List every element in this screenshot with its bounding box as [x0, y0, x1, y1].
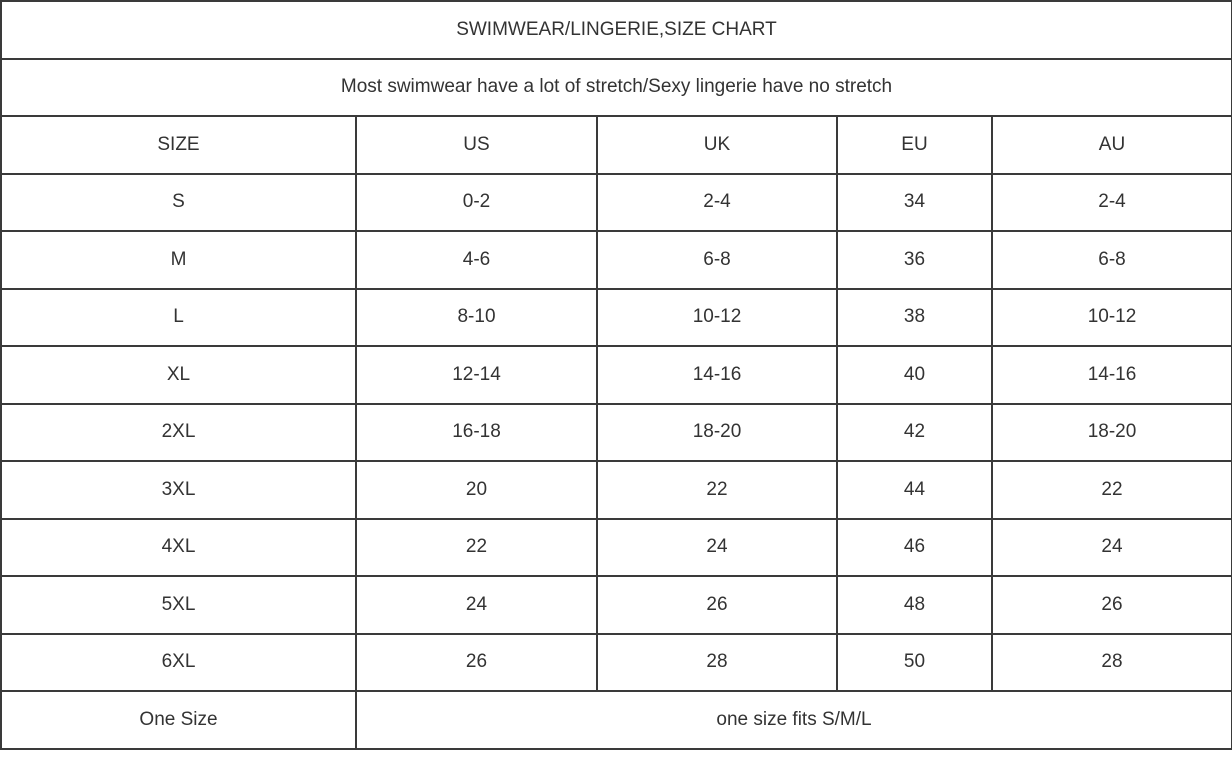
table-row: XL 12-14 14-16 40 14-16	[0, 345, 1232, 405]
cell-uk: 26	[596, 575, 838, 635]
cell-us: 4-6	[355, 230, 598, 290]
one-size-label: One Size	[0, 690, 357, 750]
chart-subtitle: Most swimwear have a lot of stretch/Sexy…	[0, 57, 1232, 117]
cell-uk: 10-12	[596, 287, 838, 347]
cell-uk: 6-8	[596, 230, 838, 290]
cell-eu: 48	[836, 575, 993, 635]
header-eu: EU	[836, 115, 993, 175]
cell-us: 22	[355, 517, 598, 577]
cell-au: 10-12	[991, 287, 1232, 347]
header-size: SIZE	[0, 115, 357, 175]
table-row: 5XL 24 26 48 26	[0, 575, 1232, 635]
cell-eu: 34	[836, 172, 993, 232]
cell-size: 2XL	[0, 402, 357, 462]
header-row: SIZE US UK EU AU	[0, 115, 1232, 175]
cell-us: 16-18	[355, 402, 598, 462]
cell-size: 6XL	[0, 632, 357, 692]
one-size-row: One Size one size fits S/M/L	[0, 690, 1232, 750]
cell-uk: 24	[596, 517, 838, 577]
subtitle-row: Most swimwear have a lot of stretch/Sexy…	[0, 57, 1232, 117]
header-au: AU	[991, 115, 1232, 175]
size-chart-table: SWIMWEAR/LINGERIE,SIZE CHART Most swimwe…	[0, 0, 1232, 750]
cell-size: 4XL	[0, 517, 357, 577]
one-size-value: one size fits S/M/L	[355, 690, 1232, 750]
cell-au: 28	[991, 632, 1232, 692]
cell-au: 14-16	[991, 345, 1232, 405]
cell-eu: 36	[836, 230, 993, 290]
cell-au: 18-20	[991, 402, 1232, 462]
cell-au: 26	[991, 575, 1232, 635]
cell-au: 24	[991, 517, 1232, 577]
cell-us: 24	[355, 575, 598, 635]
chart-title: SWIMWEAR/LINGERIE,SIZE CHART	[0, 0, 1232, 60]
cell-uk: 2-4	[596, 172, 838, 232]
table-row: S 0-2 2-4 34 2-4	[0, 172, 1232, 232]
cell-eu: 42	[836, 402, 993, 462]
cell-eu: 44	[836, 460, 993, 520]
cell-size: S	[0, 172, 357, 232]
cell-uk: 18-20	[596, 402, 838, 462]
header-us: US	[355, 115, 598, 175]
cell-us: 0-2	[355, 172, 598, 232]
cell-eu: 50	[836, 632, 993, 692]
cell-uk: 28	[596, 632, 838, 692]
cell-size: M	[0, 230, 357, 290]
table-row: M 4-6 6-8 36 6-8	[0, 230, 1232, 290]
cell-eu: 46	[836, 517, 993, 577]
table-row: 6XL 26 28 50 28	[0, 632, 1232, 692]
cell-size: L	[0, 287, 357, 347]
cell-size: 3XL	[0, 460, 357, 520]
cell-au: 22	[991, 460, 1232, 520]
cell-us: 8-10	[355, 287, 598, 347]
cell-us: 26	[355, 632, 598, 692]
table-row: 3XL 20 22 44 22	[0, 460, 1232, 520]
table-row: 4XL 22 24 46 24	[0, 517, 1232, 577]
cell-us: 12-14	[355, 345, 598, 405]
cell-us: 20	[355, 460, 598, 520]
title-row: SWIMWEAR/LINGERIE,SIZE CHART	[0, 0, 1232, 60]
cell-eu: 38	[836, 287, 993, 347]
table-row: L 8-10 10-12 38 10-12	[0, 287, 1232, 347]
cell-size: XL	[0, 345, 357, 405]
cell-au: 2-4	[991, 172, 1232, 232]
header-uk: UK	[596, 115, 838, 175]
cell-size: 5XL	[0, 575, 357, 635]
cell-eu: 40	[836, 345, 993, 405]
table-row: 2XL 16-18 18-20 42 18-20	[0, 402, 1232, 462]
cell-uk: 22	[596, 460, 838, 520]
cell-uk: 14-16	[596, 345, 838, 405]
cell-au: 6-8	[991, 230, 1232, 290]
